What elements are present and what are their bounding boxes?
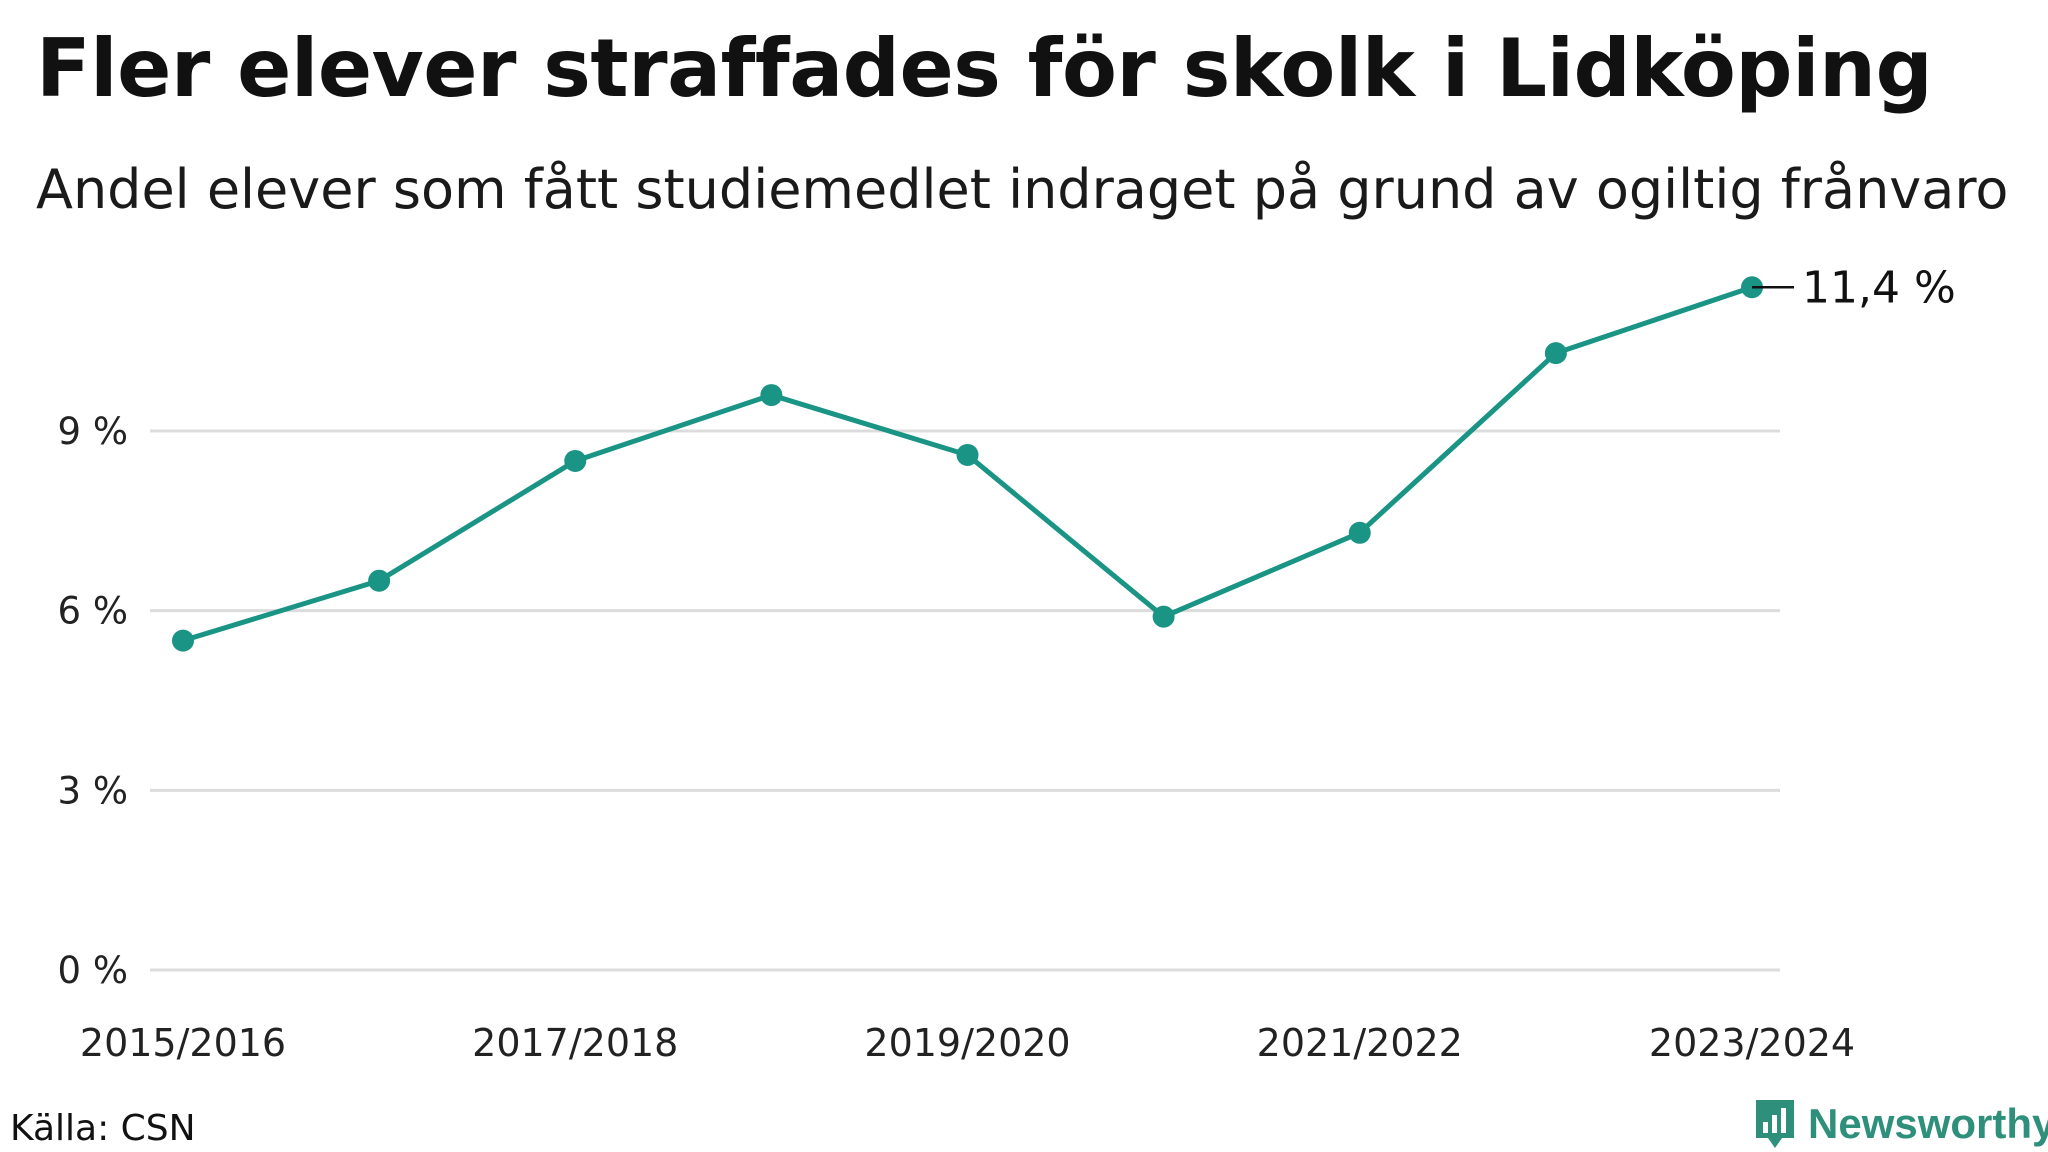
- line-chart: 0 % 3 % 6 % 9 % 2015/2016 2017/2018 2019/2020 2…: [0, 0, 2048, 1080]
- x-tick-label: 2015/2016: [80, 1021, 286, 1065]
- data-point: [172, 630, 194, 652]
- data-point: [1545, 342, 1567, 364]
- y-tick-label: 3 %: [58, 769, 128, 812]
- data-point: [760, 384, 782, 406]
- x-tick-label: 2019/2020: [864, 1021, 1070, 1065]
- data-point: [957, 444, 979, 466]
- x-tick-label: 2023/2024: [1649, 1021, 1855, 1065]
- data-point: [368, 570, 390, 592]
- data-point: [1349, 522, 1371, 544]
- last-value-label: 11,4 %: [1802, 262, 1956, 313]
- x-tick-label: 2017/2018: [472, 1021, 678, 1065]
- y-tick-label: 0 %: [58, 949, 128, 992]
- newsworthy-logo-icon: [1752, 1098, 1798, 1150]
- newsworthy-logo: Newsworthy: [1752, 1098, 2048, 1150]
- source-note: Källa: CSN: [10, 1108, 196, 1149]
- x-tick-label: 2021/2022: [1257, 1021, 1463, 1065]
- data-point: [564, 450, 586, 472]
- brand-name: Newsworthy: [1808, 1100, 2048, 1148]
- y-tick-label: 9 %: [58, 410, 128, 453]
- data-point: [1153, 606, 1175, 628]
- y-tick-label: 6 %: [58, 590, 128, 633]
